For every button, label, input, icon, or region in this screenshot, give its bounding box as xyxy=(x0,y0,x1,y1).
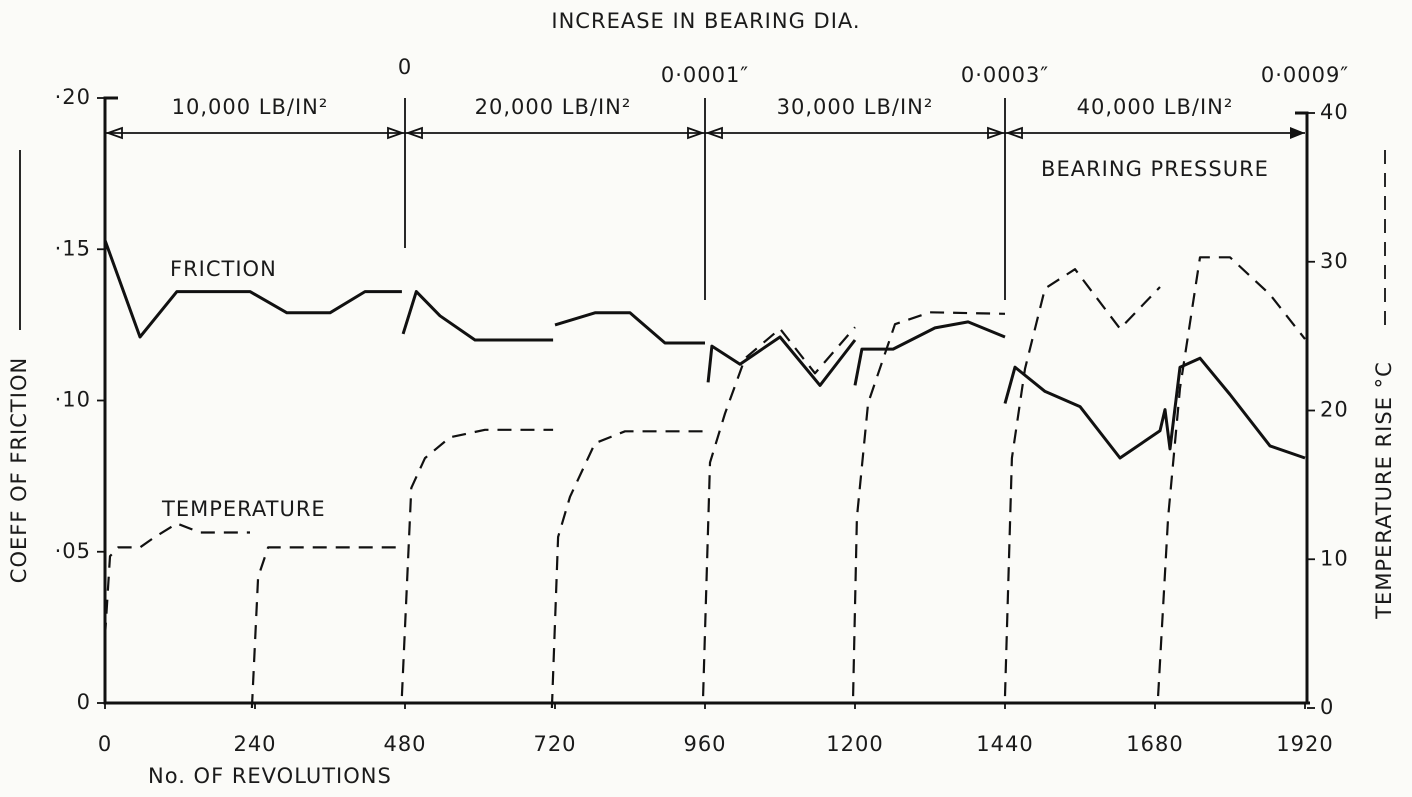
axis-frame xyxy=(103,96,1310,705)
x-axis-label: No. OF REVOLUTIONS xyxy=(148,764,392,788)
x-tick-label: 1680 xyxy=(1126,732,1183,756)
y2-tick-label: 0 xyxy=(1320,695,1334,719)
x-tick-label: 1200 xyxy=(826,732,883,756)
dia-label: 0·0003″ xyxy=(961,63,1049,87)
y-axis-label: COEFF OF FRICTION xyxy=(7,357,31,583)
y-tick-label: ·10 xyxy=(55,388,91,412)
series-line xyxy=(103,256,1306,709)
x-tick-label: 1440 xyxy=(976,732,1033,756)
x-tick-label: 240 xyxy=(233,732,276,756)
dia-label: 0 xyxy=(398,55,412,79)
x-tick-label: 480 xyxy=(383,732,426,756)
series-label: TEMPERATURE xyxy=(161,497,326,521)
x-tick-label: 1920 xyxy=(1276,732,1333,756)
x-tick-label: 720 xyxy=(533,732,576,756)
pressure-label: 10,000 LB/IN² xyxy=(172,95,329,119)
right-axis xyxy=(1295,111,1309,703)
x-tick-label: 960 xyxy=(683,732,726,756)
pressure-caption: BEARING PRESSURE xyxy=(1041,157,1269,181)
pressure-label: 40,000 LB/IN² xyxy=(1077,95,1234,119)
chart-title: INCREASE IN BEARING DIA. xyxy=(551,9,860,33)
y-tick-label: ·05 xyxy=(55,539,91,563)
arrowhead xyxy=(1290,127,1305,139)
y2-tick-label: 30 xyxy=(1320,249,1349,273)
pressure-label: 20,000 LB/IN² xyxy=(475,95,632,119)
pressure-label: 30,000 LB/IN² xyxy=(777,95,934,119)
series-line xyxy=(103,239,1306,460)
y2-tick-label: 10 xyxy=(1320,546,1349,570)
y-tick-label: ·15 xyxy=(55,236,91,260)
y2-axis-label: TEMPERATURE RISE °C xyxy=(1372,361,1396,620)
dia-label: 0·0009″ xyxy=(1261,63,1349,87)
y2-tick-label: 40 xyxy=(1320,100,1349,124)
x-tick-label: 0 xyxy=(98,732,112,756)
y2-tick-label: 20 xyxy=(1320,398,1349,422)
dia-label: 0·0001″ xyxy=(661,63,749,87)
y-tick-label: 0 xyxy=(77,690,91,714)
y-tick-label: ·20 xyxy=(55,85,91,109)
series-label: FRICTION xyxy=(170,257,277,281)
arrowheads xyxy=(105,126,1023,140)
